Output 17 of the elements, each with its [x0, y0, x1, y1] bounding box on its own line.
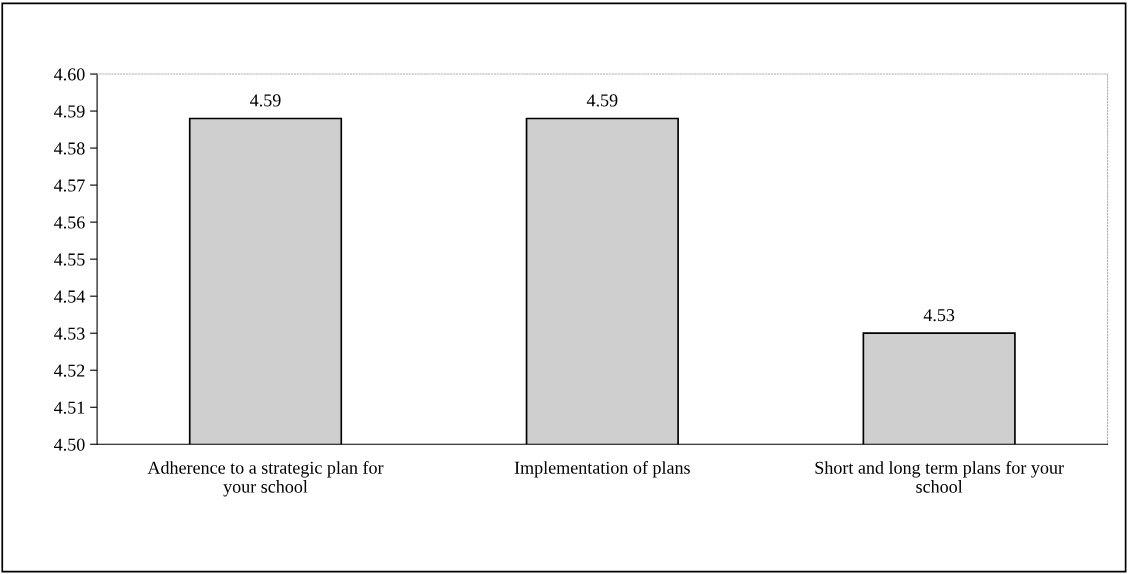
y-tick-label: 4.55: [54, 253, 85, 266]
y-tick-label: 4.60: [54, 68, 85, 81]
y-tick-label: 4.52: [54, 364, 85, 377]
data-label: 4.59: [250, 94, 281, 107]
x-tick-label: Short and long term plans for your school: [815, 460, 1064, 493]
y-tick-label: 4.50: [54, 438, 85, 451]
y-tick-label: 4.59: [54, 105, 85, 118]
y-tick-label: 4.54: [54, 290, 86, 303]
y-tick-label: 4.58: [54, 142, 85, 155]
data-label: 4.59: [586, 94, 618, 107]
x-tick-label: Implementation of plans: [514, 460, 690, 478]
y-tick-label: 4.56: [54, 216, 85, 229]
y-tick-label: 4.57: [54, 179, 85, 192]
x-tick-label: Adherence to a strategic plan for your school: [147, 460, 384, 497]
y-tick-label: 4.51: [54, 401, 85, 414]
y-tick-label: 4.53: [54, 327, 85, 340]
data-label: 4.53: [923, 309, 955, 322]
